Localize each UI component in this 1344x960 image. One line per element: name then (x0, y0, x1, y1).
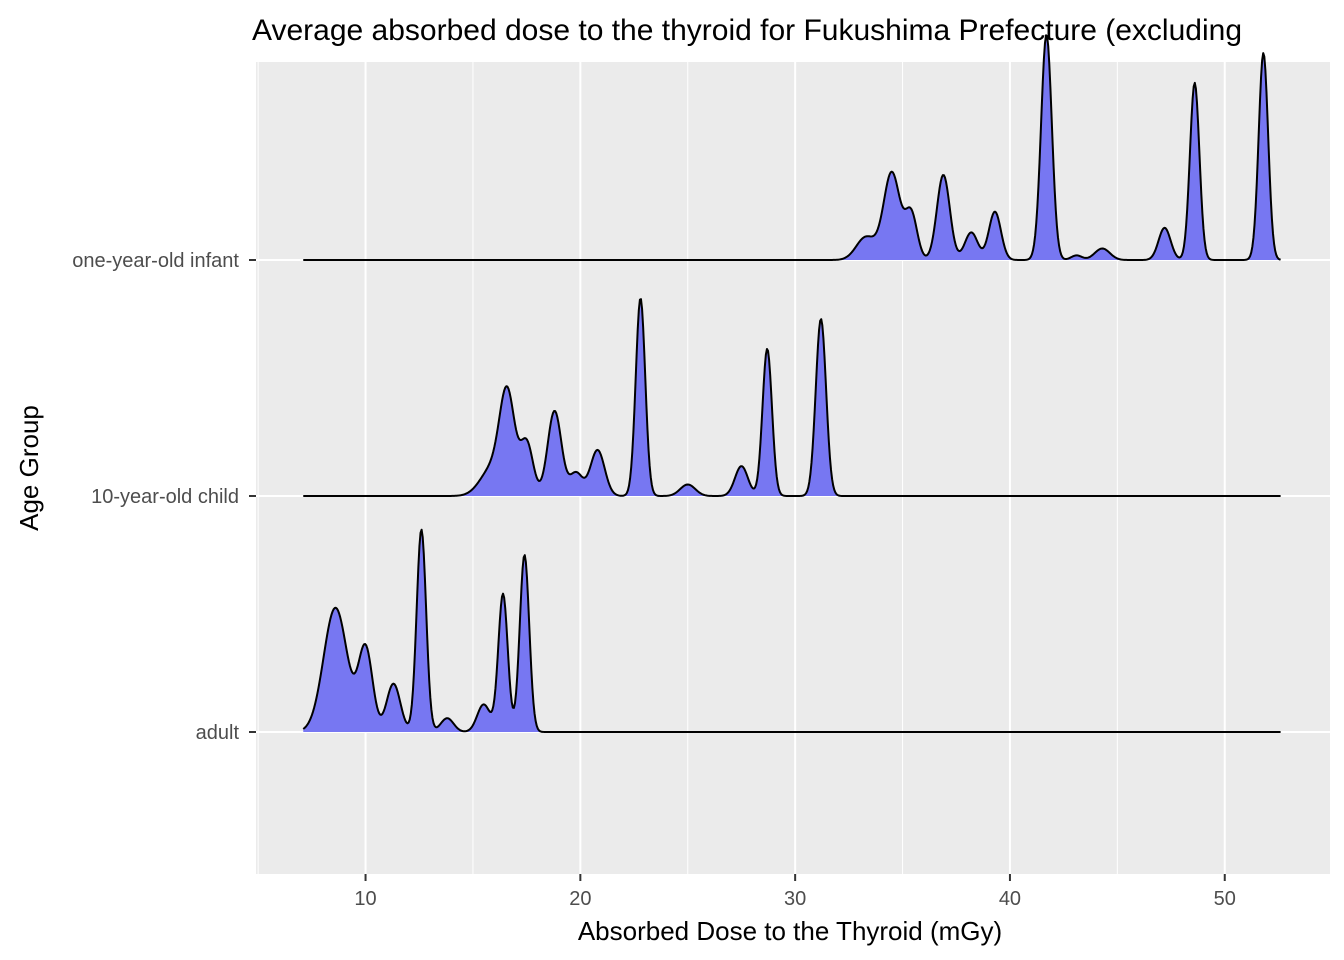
ridge-line-adult (302, 528, 1281, 733)
x-tick-label: 10 (354, 888, 376, 910)
chart-title: Average absorbed dose to the thyroid for… (252, 14, 1242, 47)
ridge-line-10-year-old-child (303, 298, 1281, 497)
x-tick-label: 20 (569, 888, 591, 910)
y-tick-label: 10-year-old child (91, 486, 239, 508)
x-axis-title: Absorbed Dose to the Thyroid (mGy) (578, 916, 1002, 946)
y-axis-title: Age Group (14, 405, 44, 531)
x-tick-label: 30 (784, 888, 806, 910)
y-axis: adult 10-year-old child one-year-old infan… (72, 250, 256, 744)
x-axis: 10 20 30 40 50 (354, 874, 1236, 910)
y-tick-label: one-year-old infant (72, 250, 239, 272)
x-tick-label: 40 (999, 888, 1021, 910)
x-tick-label: 50 (1214, 888, 1236, 910)
plot-panel (256, 62, 1330, 874)
ridges (302, 34, 1281, 733)
y-tick-label: adult (196, 722, 240, 744)
ridge-line-one-year-old-infant (303, 34, 1281, 261)
ridge-area-adult (303, 529, 1281, 732)
grid-minor-lines (257, 62, 1118, 874)
